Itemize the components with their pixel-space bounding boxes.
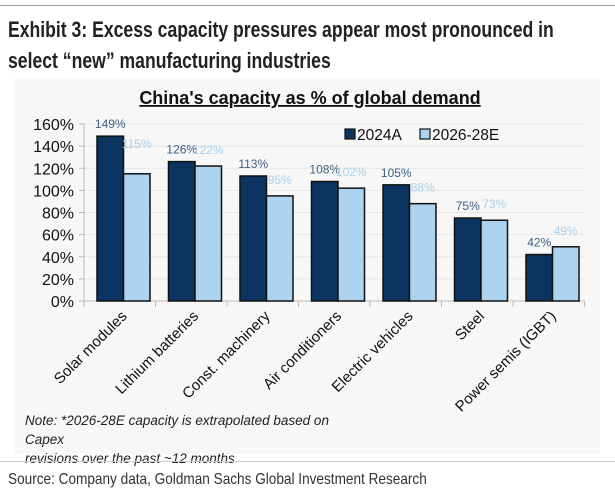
exhibit-title-line1: Exhibit 3: Excess capacity pressures app… [8,17,554,42]
data-label: 95% [268,173,292,187]
data-label: 149% [95,117,126,131]
y-tick-label: 120% [33,161,74,178]
data-label: 105% [381,166,412,180]
bar-2026-28e [194,165,223,302]
data-label: 73% [482,197,506,211]
bar-2026-28e [265,195,294,302]
bar-2024a [310,180,339,302]
bar-2026-28e [551,246,580,302]
legend-label: 2026-28E [432,127,499,144]
bar-2026-28e [480,219,509,302]
note-line2: revisions over the past ~12 months [25,451,235,466]
data-label: 49% [554,224,578,238]
source-text: Source: Company data, Goldman Sachs Glob… [8,471,427,488]
x-tick-label: Solar modules [51,308,131,388]
legend-swatch [344,128,356,140]
data-label: 108% [309,163,340,177]
bottom-divider [0,461,615,462]
data-label: 113% [238,157,268,171]
data-label: 42% [527,236,551,250]
y-tick-label: 80% [42,206,74,223]
bar-2024a [239,175,268,302]
bar-2024a [96,135,125,302]
y-tick-label: 60% [42,228,74,245]
legend: 2024A 2026-28E [344,127,499,144]
bar-2024a [167,160,196,302]
y-tick-label: 160% [33,117,74,134]
data-label: 126% [166,143,197,157]
y-tick-label: 140% [33,139,74,156]
bar-2026-28e [337,187,366,302]
bar-2026-28e [122,173,151,302]
y-tick-label: 0% [51,294,74,311]
data-label: 122% [193,143,224,157]
legend-swatch [419,128,431,140]
bar-2024a [453,217,482,302]
chart-note: Note: *2026-28E capacity is extrapolated… [25,411,365,468]
top-divider [0,5,615,6]
bar-2026-28e [408,202,437,302]
note-line1: Note: *2026-28E capacity is extrapolated… [25,413,329,447]
legend-label: 2024A [357,127,402,144]
x-tick-label: Steel [452,308,488,344]
bar-2024a [525,253,554,302]
data-label: 88% [411,181,435,195]
chart-title: China's capacity as % of global demand [139,88,480,108]
bar-2024a [382,184,411,302]
data-label: 102% [336,165,367,179]
data-label: 115% [122,137,152,151]
exhibit-title: Exhibit 3: Excess capacity pressures app… [8,14,600,76]
y-tick-label: 20% [42,272,74,289]
y-tick-label: 40% [42,250,74,267]
y-tick-label: 100% [33,183,74,200]
data-label: 75% [456,199,480,213]
exhibit-title-line2: select “new” manufacturing industries [8,48,331,73]
